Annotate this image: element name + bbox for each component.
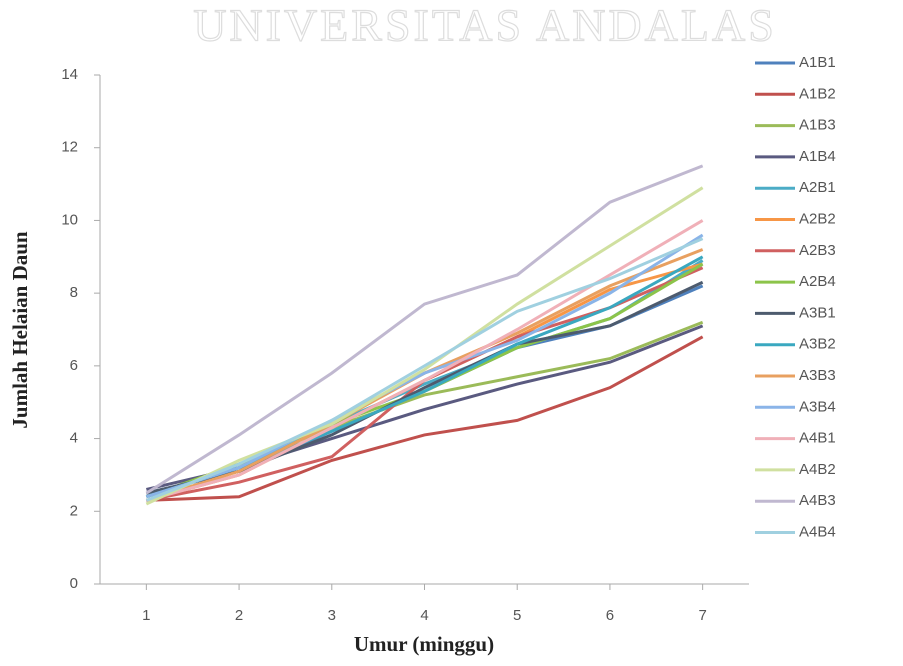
y-tick-label: 12 [61, 139, 78, 156]
x-tick-label: 5 [513, 607, 521, 624]
chart: UNIVERSITAS ANDALAS Umur (minggu) Jumlah… [0, 0, 903, 666]
series-line [146, 260, 702, 496]
x-tick-label: 6 [606, 607, 614, 624]
series-line [146, 286, 702, 493]
y-tick-label: 6 [70, 357, 78, 374]
y-tick-label: 10 [61, 211, 78, 228]
series-line [146, 166, 702, 493]
series-line [146, 337, 702, 501]
x-tick-label: 2 [235, 607, 243, 624]
x-tick-label: 3 [328, 607, 336, 624]
y-tick-label: 14 [61, 66, 78, 83]
legend-label: A3B2 [799, 336, 836, 353]
legend-label: A3B4 [799, 398, 836, 415]
legend-label: A1B1 [799, 54, 836, 71]
legend-label: A3B1 [799, 304, 836, 321]
series-line [146, 188, 702, 504]
y-tick-label: 0 [70, 575, 78, 592]
legend-label: A1B3 [799, 117, 836, 134]
legend-label: A1B4 [799, 148, 836, 165]
y-tick-label: 4 [70, 430, 78, 447]
x-tick-label: 1 [142, 607, 150, 624]
y-tick-label: 8 [70, 284, 78, 301]
x-tick-label: 4 [420, 607, 428, 624]
legend-label: A3B3 [799, 367, 836, 384]
series-line [146, 257, 702, 497]
legend-label: A4B1 [799, 430, 836, 447]
series-line [146, 220, 702, 500]
legend-label: A1B2 [799, 85, 836, 102]
legend-label: A2B4 [799, 273, 836, 290]
x-tick-label: 7 [698, 607, 706, 624]
legend-label: A4B4 [799, 523, 836, 540]
legend-label: A4B3 [799, 492, 836, 509]
y-tick-label: 2 [70, 502, 78, 519]
legend-label: A2B3 [799, 242, 836, 259]
watermark: UNIVERSITAS ANDALAS [193, 0, 777, 51]
y-axis-title: Jumlah Helaian Daun [8, 231, 32, 429]
x-axis-title: Umur (minggu) [354, 632, 494, 656]
legend-label: A2B1 [799, 179, 836, 196]
legend-label: A2B2 [799, 210, 836, 227]
legend-label: A4B2 [799, 461, 836, 478]
